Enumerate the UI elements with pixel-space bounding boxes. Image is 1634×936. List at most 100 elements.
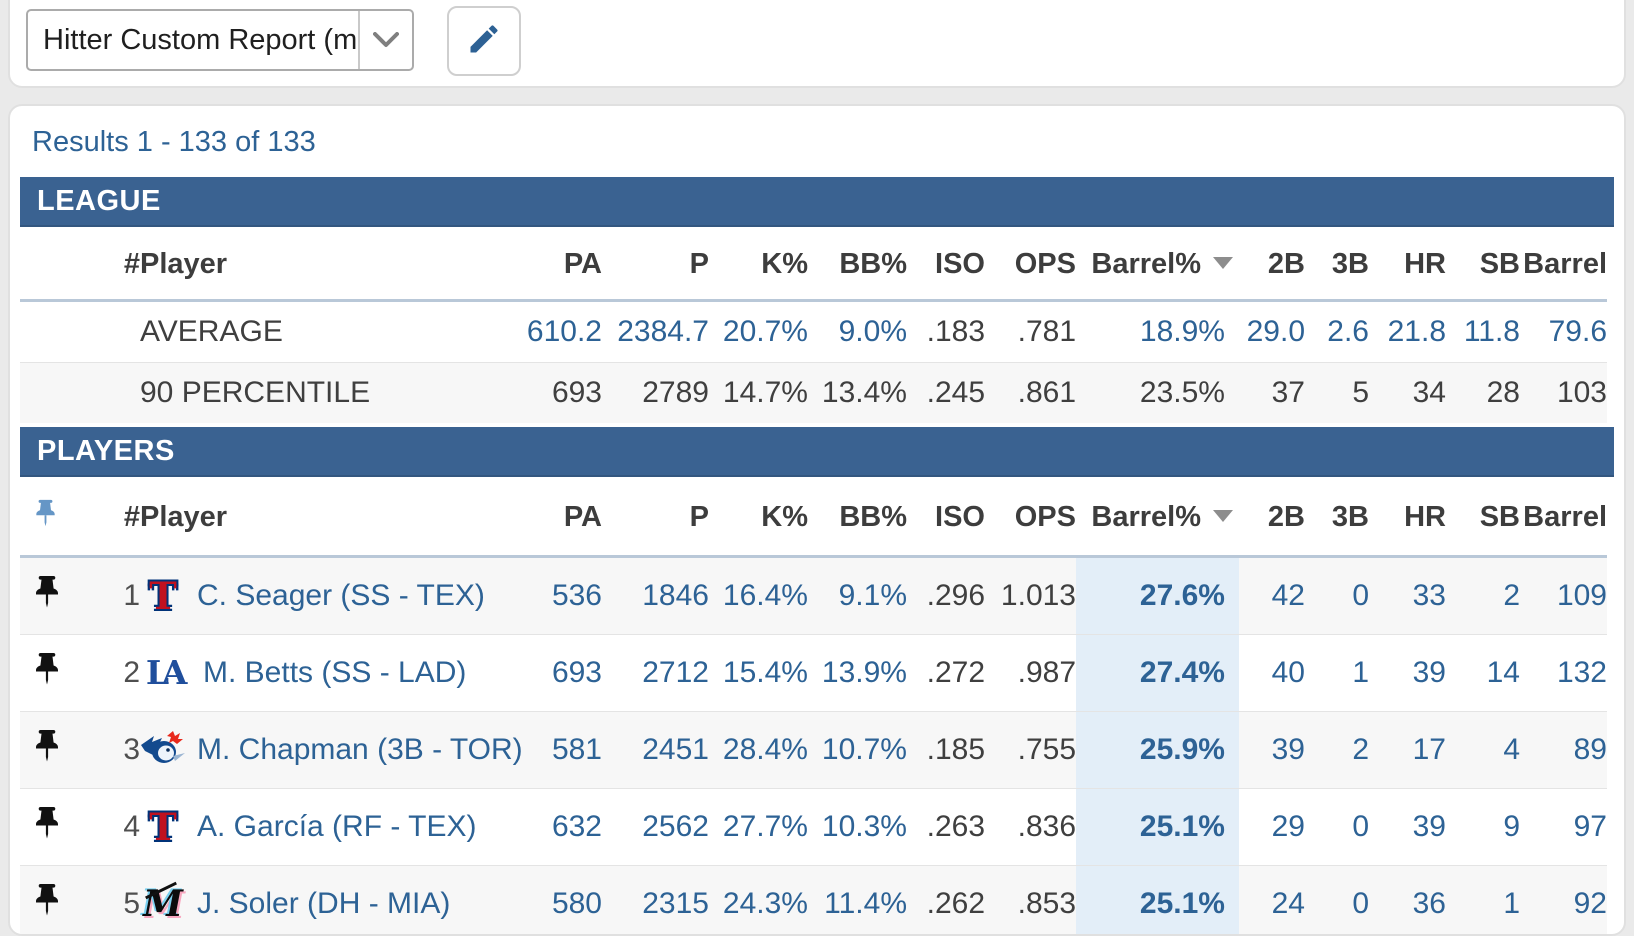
cell-iso: .262	[907, 866, 985, 936]
cell-hr: 17	[1369, 712, 1446, 789]
player-link[interactable]: A. García (RF - TEX)	[197, 812, 476, 842]
cell-iso: .183	[907, 301, 985, 363]
player-link[interactable]: M. Chapman (3B - TOR)	[197, 735, 523, 765]
cell-iso: .272	[907, 635, 985, 712]
col-header-hr[interactable]: HR	[1369, 477, 1446, 557]
edit-report-button[interactable]	[447, 6, 521, 76]
cell-p: 2789	[602, 363, 709, 424]
col-header-k[interactable]: K%	[709, 227, 808, 301]
col-header-rank[interactable]: #	[82, 477, 140, 557]
league-pin-header	[20, 227, 82, 301]
cell-p: 1846	[602, 557, 709, 635]
cell-barrelpct: 25.9%	[1076, 712, 1239, 789]
pin-cell	[20, 866, 82, 936]
col-header-3b[interactable]: 3B	[1305, 477, 1369, 557]
col-header-2b[interactable]: 2B	[1239, 477, 1305, 557]
cell-2b: 24	[1239, 866, 1305, 936]
col-header-rank[interactable]: #	[82, 227, 140, 301]
pin-icon[interactable]	[34, 499, 57, 529]
cell-barrelpct: 27.6%	[1076, 557, 1239, 635]
col-header-ops[interactable]: OPS	[985, 227, 1076, 301]
results-summary-link[interactable]: Results 1 - 133 of 133	[32, 126, 316, 159]
player-link[interactable]: J. Soler (DH - MIA)	[197, 889, 450, 919]
col-header-player[interactable]: Player	[140, 477, 510, 557]
col-header-bb[interactable]: BB%	[808, 477, 907, 557]
cell-barrelpct: 23.5%	[1076, 363, 1239, 424]
pin-icon[interactable]	[34, 650, 60, 690]
cell-pa: 581	[510, 712, 602, 789]
col-header-sb[interactable]: SB	[1446, 477, 1520, 557]
cell-barrel: 92	[1520, 866, 1607, 936]
cell-p: 2712	[602, 635, 709, 712]
cell-p: 2562	[602, 789, 709, 866]
col-header-k[interactable]: K%	[709, 477, 808, 557]
report-select[interactable]: Hitter Custom Report (me)	[26, 9, 414, 71]
col-header-bb[interactable]: BB%	[808, 227, 907, 301]
pencil-icon	[466, 21, 502, 62]
cell-ops: .853	[985, 866, 1076, 936]
chevron-down-icon[interactable]	[358, 11, 412, 69]
col-header-hr[interactable]: HR	[1369, 227, 1446, 301]
pin-icon[interactable]	[34, 573, 60, 613]
cell-bb: 9.1%	[808, 557, 907, 635]
cell-k: 24.3%	[709, 866, 808, 936]
cell-k: 28.4%	[709, 712, 808, 789]
col-header-iso[interactable]: ISO	[907, 227, 985, 301]
col-header-pa[interactable]: PA	[510, 227, 602, 301]
league-section-header: LEAGUE	[20, 177, 1614, 227]
pin-icon[interactable]	[34, 727, 60, 767]
row-label: AVERAGE	[140, 301, 510, 363]
col-header-3b[interactable]: 3B	[1305, 227, 1369, 301]
player-cell: M. Chapman (3B - TOR)	[140, 712, 510, 789]
col-header-p[interactable]: P	[602, 227, 709, 301]
cell-sb: 4	[1446, 712, 1520, 789]
row-label: 90 PERCENTILE	[140, 363, 510, 424]
col-header-barrel[interactable]: Barrel	[1520, 477, 1607, 557]
col-header-barrelpct[interactable]: Barrel%	[1076, 227, 1239, 301]
cell-ops: .861	[985, 363, 1076, 424]
cell-sb: 28	[1446, 363, 1520, 424]
rank-cell: 5	[82, 866, 140, 936]
sort-desc-icon	[1213, 257, 1233, 269]
cell-barrelpct: 27.4%	[1076, 635, 1239, 712]
col-header-sb[interactable]: SB	[1446, 227, 1520, 301]
cell-2b: 40	[1239, 635, 1305, 712]
player-link[interactable]: C. Seager (SS - TEX)	[197, 581, 485, 611]
barrelpct-label: Barrel%	[1091, 248, 1201, 280]
empty-cell	[20, 301, 82, 363]
col-header-p[interactable]: P	[602, 477, 709, 557]
cell-bb: 11.4%	[808, 866, 907, 936]
player-link[interactable]: M. Betts (SS - LAD)	[203, 658, 466, 688]
cell-hr: 34	[1369, 363, 1446, 424]
cell-pa: 693	[510, 635, 602, 712]
col-header-pa[interactable]: PA	[510, 477, 602, 557]
cell-bb: 13.4%	[808, 363, 907, 424]
pin-cell	[20, 712, 82, 789]
cell-barrel: 103	[1520, 363, 1607, 424]
col-header-player[interactable]: Player	[140, 227, 510, 301]
cell-2b: 37	[1239, 363, 1305, 424]
col-header-barrelpct[interactable]: Barrel%	[1076, 477, 1239, 557]
pin-cell	[20, 635, 82, 712]
cell-hr: 39	[1369, 635, 1446, 712]
players-header-row: # Player PA P K% BB% ISO OPS Barrel% 2B …	[20, 477, 1607, 557]
pin-cell	[20, 789, 82, 866]
col-header-barrel[interactable]: Barrel	[1520, 227, 1607, 301]
cell-ops: .781	[985, 301, 1076, 363]
cell-sb: 14	[1446, 635, 1520, 712]
col-header-2b[interactable]: 2B	[1239, 227, 1305, 301]
cell-3b: 2.6	[1305, 301, 1369, 363]
pin-icon[interactable]	[34, 881, 60, 921]
pin-all-header[interactable]	[20, 477, 82, 557]
cell-2b: 29	[1239, 789, 1305, 866]
cell-iso: .245	[907, 363, 985, 424]
cell-iso: .185	[907, 712, 985, 789]
col-header-ops[interactable]: OPS	[985, 477, 1076, 557]
col-header-iso[interactable]: ISO	[907, 477, 985, 557]
rank-cell: 1	[82, 557, 140, 635]
pin-icon[interactable]	[34, 804, 60, 844]
cell-pa: 632	[510, 789, 602, 866]
cell-hr: 36	[1369, 866, 1446, 936]
